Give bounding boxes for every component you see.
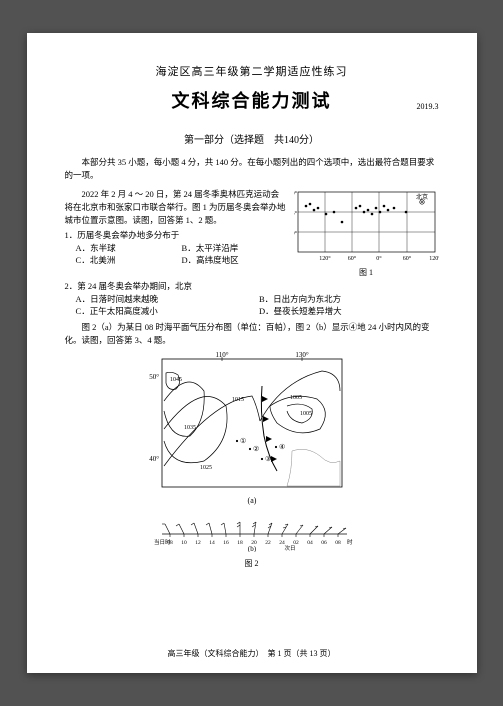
pretitle: 海淀区高三年级第二学期适应性练习 <box>65 63 439 79</box>
section-heading: 第一部分（选择题 共140分） <box>65 131 439 146</box>
figure-2b-svg: 当日时 08 10 12 14 16 18 20 22 24 02 04 06 … <box>142 516 362 552</box>
svg-text:18: 18 <box>237 540 243 546</box>
svg-text:12: 12 <box>195 540 201 546</box>
q1-stem: 1．历届冬奥会举办地多分布于 <box>65 229 288 242</box>
figure-1-svg: 北京 60° 45° 30° 120° 60° 0° 60° 120° <box>294 188 439 266</box>
svg-text:(b): (b) <box>247 545 256 552</box>
q2-opt-c: C．正午太阳高度减小 <box>65 305 259 317</box>
svg-text:08: 08 <box>167 540 173 546</box>
svg-text:④: ④ <box>279 443 285 451</box>
svg-text:120°: 120° <box>429 255 439 262</box>
page-title: 文科综合能力测试 <box>172 87 332 113</box>
svg-text:06: 06 <box>321 540 327 546</box>
beijing-label: 北京 <box>416 193 428 201</box>
svg-text:②: ② <box>253 445 259 453</box>
q2-opt-d: D．昼夜长短差异增大 <box>259 305 439 317</box>
q1-opt-c: C．北美洲 <box>76 254 182 266</box>
svg-text:04: 04 <box>307 540 313 546</box>
title-row: 文科综合能力测试 2019.3 <box>65 87 439 113</box>
svg-text:1035: 1035 <box>184 425 196 431</box>
q1-opt-d: D．高纬度地区 <box>182 254 288 266</box>
svg-text:60°: 60° <box>294 190 298 197</box>
exam-page: 海淀区高三年级第二学期适应性练习 文科综合能力测试 2019.3 第一部分（选择… <box>27 33 477 673</box>
svg-text:1015: 1015 <box>232 397 244 403</box>
intro-text: 本部分共 35 小题，每小题 4 分，共 140 分。在每小题列出的四个选项中，… <box>65 156 439 182</box>
q2-opt-a: A．日落时间越来越晚 <box>65 293 259 305</box>
context2: 图 2（a）为某日 08 时海平面气压分布图（单位：百帕），图 2（b）显示④地… <box>65 321 439 347</box>
svg-text:①: ① <box>240 437 246 445</box>
figure-2-caption: 图 2 <box>65 558 439 569</box>
svg-text:时: 时 <box>347 538 353 546</box>
q2-opt-b: B．日出方向为东北方 <box>259 293 439 305</box>
svg-text:1005: 1005 <box>290 395 302 401</box>
svg-text:③: ③ <box>265 455 271 463</box>
svg-text:1045: 1045 <box>170 377 182 383</box>
figure-1-caption: 图 1 <box>294 267 439 278</box>
svg-text:0°: 0° <box>376 255 382 262</box>
svg-text:120°: 120° <box>319 255 331 262</box>
figure-1: 北京 60° 45° 30° 120° 60° 0° 60° 120° 图 1 <box>294 188 439 278</box>
svg-text:14: 14 <box>209 540 215 546</box>
svg-text:1005: 1005 <box>300 411 312 417</box>
context1: 2022 年 2 月 4 ～ 20 日，第 24 届冬季奥林匹克运动会将在北京市… <box>65 188 288 228</box>
figure-2: 110° 130° 50° 40° 1045 <box>65 351 439 569</box>
svg-text:50°: 50° <box>149 373 159 381</box>
svg-text:(a): (a) <box>247 496 256 505</box>
context1-row: 2022 年 2 月 4 ～ 20 日，第 24 届冬季奥林匹克运动会将在北京市… <box>65 188 439 278</box>
svg-text:16: 16 <box>223 540 229 546</box>
svg-text:60°: 60° <box>402 255 411 262</box>
svg-text:1025: 1025 <box>200 465 212 471</box>
q1-opt-b: B．太平洋沿岸 <box>182 242 288 254</box>
svg-text:22: 22 <box>265 540 271 546</box>
page-footer: 高三年级（文科综合能力） 第 1 页（共 13 页） <box>27 648 477 659</box>
figure-2a-svg: 110° 130° 50° 40° 1045 <box>142 351 362 511</box>
exam-date: 2019.3 <box>417 102 439 111</box>
q2-stem: 2．第 24 届冬奥会举办期间，北京 <box>65 280 439 293</box>
q1-options: A．东半球 B．太平洋沿岸 <box>65 242 288 254</box>
q1-opt-a: A．东半球 <box>76 242 182 254</box>
svg-text:08: 08 <box>335 540 341 546</box>
svg-text:10: 10 <box>181 540 187 546</box>
svg-text:次日: 次日 <box>284 544 295 552</box>
svg-text:45°: 45° <box>294 210 298 217</box>
svg-text:30°: 30° <box>294 230 298 237</box>
svg-text:40°: 40° <box>149 455 159 463</box>
svg-text:60°: 60° <box>347 255 356 262</box>
q1-options-2: C．北美洲 D．高纬度地区 <box>65 254 288 266</box>
